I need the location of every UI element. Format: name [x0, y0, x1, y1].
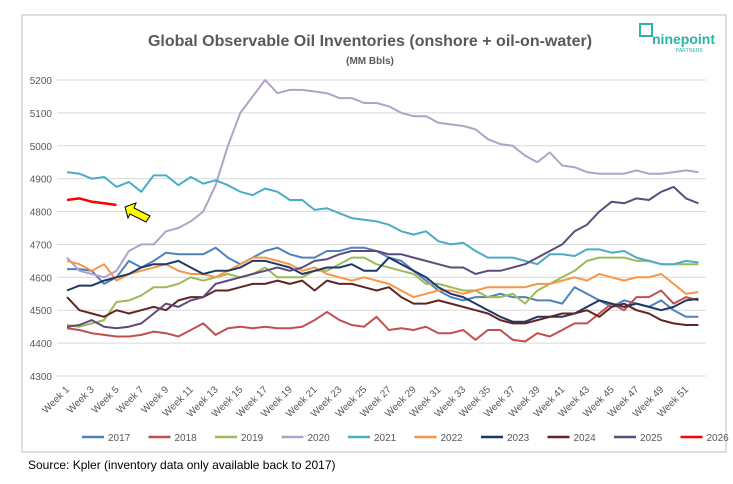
legend-label: 2025 — [640, 433, 663, 444]
chart-title: Global Observable Oil Inventories (onsho… — [148, 33, 592, 50]
y-tick-label: 5100 — [30, 109, 53, 120]
series-line — [66, 171, 699, 266]
logo: ninepoint PARTNERS — [639, 23, 715, 54]
legend-label: 2022 — [441, 433, 464, 444]
logo-subtext: PARTNERS — [676, 48, 703, 54]
source-note: Source: Kpler (inventory data only avail… — [28, 458, 336, 472]
series-line — [66, 185, 699, 330]
series-line — [66, 256, 699, 299]
series-line — [66, 79, 699, 279]
series-line — [66, 256, 699, 323]
y-tick-label: 5000 — [30, 142, 53, 153]
y-tick-label: 4400 — [30, 339, 53, 350]
y-tick-label: 4500 — [30, 306, 53, 317]
legend: 2017 2018 2019 2020 2021 2022 2023 2024 2025 2026 — [82, 433, 729, 444]
chart-subtitle: (MM Bbls) — [346, 56, 394, 67]
logo-mark — [639, 23, 653, 37]
legend-label: 2024 — [574, 433, 597, 444]
series-line — [67, 246, 699, 318]
series-line — [66, 256, 699, 328]
chart-frame — [21, 14, 727, 453]
logo-text: ninepoint — [652, 31, 715, 47]
legend-label: 2017 — [108, 433, 131, 444]
y-tick-label: 5200 — [30, 76, 53, 87]
y-tick-label: 4800 — [30, 208, 53, 219]
lines — [66, 79, 699, 343]
legend-label: 2018 — [175, 433, 198, 444]
y-tick-label: 4700 — [30, 240, 53, 251]
y-tick-label: 4300 — [30, 372, 53, 383]
arrow-annotation — [124, 202, 151, 223]
legend-label: 2020 — [308, 433, 331, 444]
series-line — [66, 289, 699, 343]
legend-label: 2019 — [241, 433, 264, 444]
legend-label: 2026 — [707, 433, 730, 444]
series-line — [66, 197, 117, 207]
legend-label: 2023 — [507, 433, 530, 444]
legend-label: 2021 — [374, 433, 397, 444]
y-tick-label: 4600 — [30, 273, 53, 284]
y-tick-label: 4900 — [30, 175, 53, 186]
